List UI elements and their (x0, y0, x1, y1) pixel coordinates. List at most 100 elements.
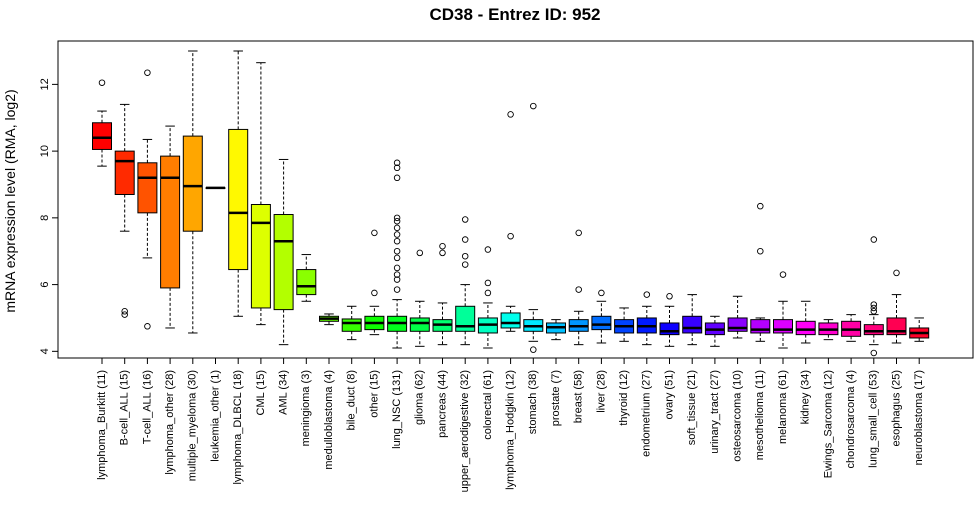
plot-frame (57, 40, 974, 359)
outlier-point (393, 164, 401, 172)
box-group (841, 314, 862, 342)
box-group (818, 319, 839, 341)
outlier-point (439, 249, 446, 257)
outlier-point (484, 289, 492, 297)
box-body (160, 155, 181, 289)
outlier-point (416, 249, 424, 257)
box-body (773, 319, 793, 334)
box-group (636, 291, 657, 346)
outlier-point (575, 286, 582, 293)
box-group (773, 271, 793, 349)
x-tick-label: multiple_myeloma (30) (187, 370, 199, 481)
outlier-point (393, 271, 401, 278)
outlier-point (779, 271, 787, 278)
outlier-point (121, 311, 128, 318)
box-body (659, 322, 680, 336)
chart-title: CD38 - Entrez ID: 952 (430, 5, 601, 24)
box-group (568, 229, 589, 346)
x-tick-label: upper_aerodigestive (32) (459, 370, 471, 492)
x-tick-label: leukemia_other (1) (209, 370, 221, 462)
box-group (296, 254, 317, 302)
box-group (364, 229, 385, 336)
outlier-point (598, 289, 605, 297)
outlier-point (870, 308, 878, 315)
x-tick-label: lymphoma_Hodgkin (12) (505, 370, 517, 490)
x-tick-label: lymphoma_other (28) (164, 370, 176, 475)
box-group (523, 102, 544, 353)
x-tick-label: lymphoma_DLBCL (18) (232, 370, 244, 485)
box-group (682, 294, 703, 346)
box-group (909, 317, 930, 342)
box-group (409, 249, 430, 347)
box-group (273, 158, 294, 346)
outlier-point (507, 111, 514, 118)
y-axis-label: mRNA expression level (RMA, log2) (2, 89, 18, 312)
x-tick-label: T-cell_ALL (16) (141, 370, 153, 444)
x-tick-label: esophagus (25) (890, 370, 902, 446)
box-group (886, 269, 907, 344)
outlier-point (393, 254, 401, 262)
outlier-point (393, 276, 401, 283)
x-tick-label: other (15) (368, 370, 380, 418)
box-body (750, 319, 771, 334)
x-tick-label: thyroid (12) (618, 370, 630, 426)
y-tick-label: 12 (39, 78, 51, 90)
outlier-point (870, 236, 878, 243)
box-body (682, 315, 703, 334)
outlier-point (893, 269, 900, 277)
box-group (92, 79, 112, 167)
outlier-point (461, 236, 469, 243)
box-group (727, 295, 748, 339)
outlier-point (870, 349, 878, 357)
y-tick-label: 8 (39, 215, 51, 221)
y-tick-label: 10 (39, 145, 51, 157)
box-body (273, 214, 294, 311)
outlier-point (393, 247, 401, 255)
outlier-point (371, 289, 378, 297)
box-body (137, 162, 158, 214)
box-group (387, 159, 408, 349)
outlier-point (393, 237, 401, 245)
x-tick-label: mesothelioma (11) (754, 370, 766, 460)
box-group (114, 103, 135, 318)
x-tick-label: urinary_tract (27) (709, 370, 721, 454)
x-tick-label: lung_NSC (131) (391, 370, 403, 449)
outlier-point (461, 252, 469, 260)
x-tick-label: meningioma (3) (300, 370, 312, 446)
x-tick-label: liver (28) (595, 370, 607, 413)
box-body (455, 305, 476, 332)
x-tick-label: prostate (7) (550, 370, 562, 426)
box-body (250, 204, 271, 309)
boxes-layer (92, 50, 930, 357)
outlier-point (575, 229, 582, 237)
box-body (182, 135, 203, 232)
outlier-point (393, 264, 401, 272)
box-group (614, 307, 635, 342)
box-body (591, 315, 612, 331)
box-body (92, 122, 112, 150)
x-tick-label: bile_duct (8) (346, 370, 358, 431)
box-group (341, 305, 362, 341)
box-group (591, 289, 612, 344)
x-tick-label: glioma (62) (414, 370, 426, 425)
outlier-point (144, 323, 151, 330)
x-tick-label: soft_tissue (21) (686, 370, 698, 445)
x-tick-label: osteosarcoma (10) (732, 370, 744, 462)
outlier-point (393, 224, 401, 232)
outlier-point (870, 304, 878, 312)
box-body (727, 317, 748, 332)
box-body (500, 312, 521, 329)
outlier-point (461, 216, 469, 223)
outlier-point (484, 279, 492, 287)
box-group (500, 111, 521, 332)
y-tick-label: 6 (39, 282, 51, 288)
x-tick-label: medulloblastoma (4) (323, 370, 335, 470)
outlier-point (757, 247, 764, 255)
outlier-point (371, 229, 378, 237)
x-tick-label: Ewings_Sarcoma (12) (822, 370, 834, 478)
outlier-point (393, 214, 401, 222)
box-body (114, 150, 135, 195)
outlier-point (121, 308, 128, 315)
x-tick-label: AML (34) (278, 370, 290, 415)
x-tick-label: lung_small_cell (53) (868, 370, 880, 468)
